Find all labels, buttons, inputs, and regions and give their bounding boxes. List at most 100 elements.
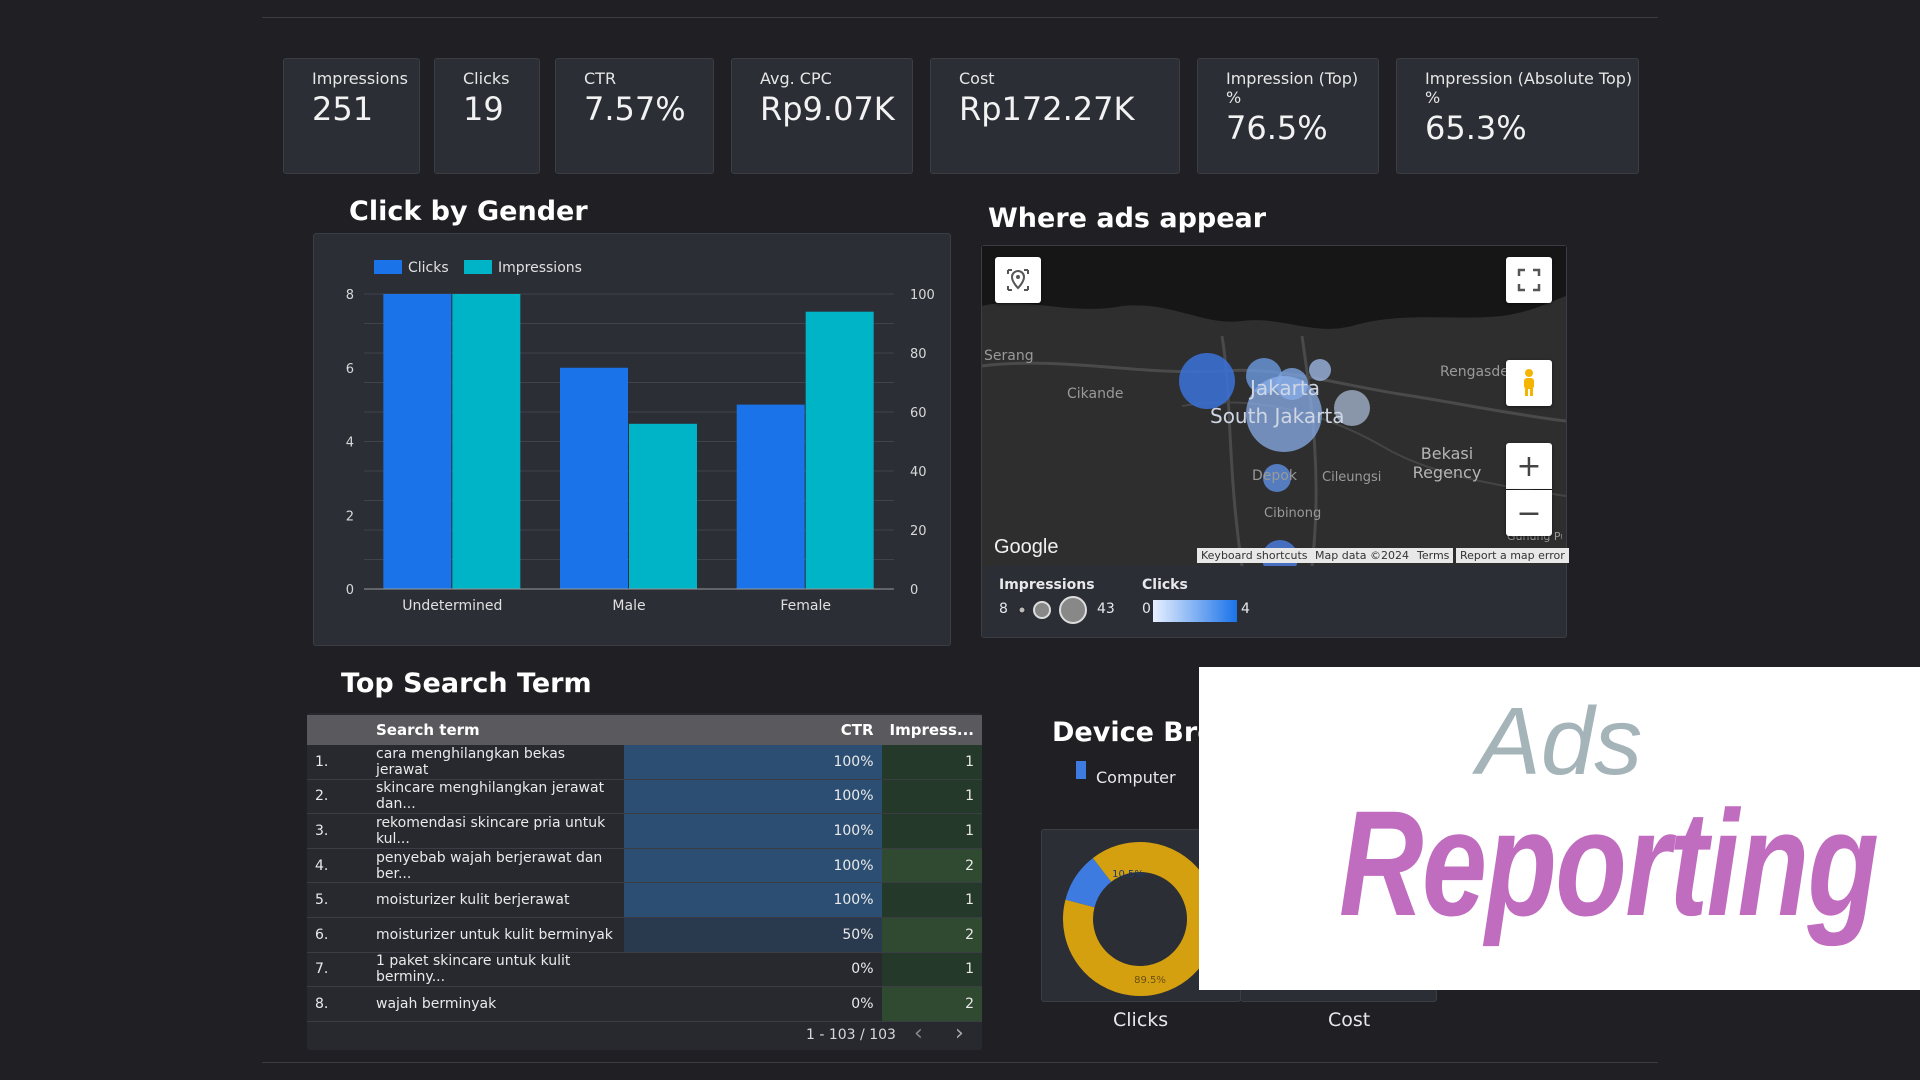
gender-chart-title: Click by Gender: [349, 196, 588, 227]
report-map-error-link[interactable]: Report a map error: [1456, 548, 1569, 563]
impression-bubble[interactable]: [1246, 376, 1322, 452]
row-number: 4.: [307, 848, 368, 884]
place-label: Bekasi Regency: [1412, 444, 1482, 482]
legend-impressions-label: Impressions: [999, 577, 1095, 593]
prev-page-icon[interactable]: ‹: [914, 1021, 923, 1046]
table-row[interactable]: 2. skincare menghilangkan jerawat dan...…: [307, 779, 982, 815]
search-term-cell: penyebab wajah berjerawat dan ber...: [368, 848, 624, 884]
zoom-out-icon[interactable]: −: [1506, 490, 1552, 536]
y-right-tick-label: 80: [910, 347, 927, 362]
device-legend-label: Computer: [1096, 768, 1176, 787]
legend-label: Impressions: [498, 260, 582, 276]
row-number: 5.: [307, 882, 368, 918]
impression-bubble[interactable]: [1309, 359, 1331, 381]
impressions-cell: 1: [881, 882, 982, 918]
ctr-header[interactable]: CTR: [624, 715, 882, 745]
impression-bubble[interactable]: [1334, 390, 1370, 426]
y-right-tick-label: 20: [910, 524, 927, 539]
location-icon[interactable]: [995, 257, 1041, 303]
search-term-table: Search term CTR Impress... 1. cara mengh…: [307, 715, 982, 1022]
table-row[interactable]: 6. moisturizer untuk kulit berminyak 50%…: [307, 917, 982, 953]
zoom-in-icon[interactable]: +: [1506, 443, 1552, 489]
place-label: Depok: [1252, 468, 1297, 484]
impression-bubble[interactable]: [1263, 464, 1291, 492]
kpi-label: Impression (Absolute Top) %: [1425, 69, 1633, 107]
y-right-tick-label: 0: [910, 583, 918, 598]
y-left-tick-label: 0: [346, 583, 354, 598]
impressions-cell: 1: [881, 813, 982, 849]
search-term-header[interactable]: Search term: [368, 715, 624, 745]
legend-label: Clicks: [408, 260, 449, 276]
fullscreen-icon[interactable]: [1506, 257, 1552, 303]
map-geography: [982, 296, 1566, 566]
ctr-cell: 0%: [624, 986, 882, 1022]
terms-link[interactable]: Terms: [1413, 548, 1454, 563]
x-tick-label: Female: [780, 598, 831, 614]
search-term-cell: cara menghilangkan bekas jerawat: [368, 745, 624, 780]
kpi-value: 251: [312, 90, 374, 128]
table-header-row: Search term CTR Impress...: [307, 715, 982, 745]
pegman-icon[interactable]: [1506, 360, 1552, 406]
table-row[interactable]: 7. 1 paket skincare untuk kulit berminy.…: [307, 952, 982, 988]
y-left-tick-label: 2: [346, 509, 354, 524]
table-row[interactable]: 8. wajah berminyak 0% 2: [307, 986, 982, 1022]
top-divider: [262, 17, 1658, 18]
kpi-impression-top: Impression (Top) % 76.5%: [1197, 58, 1379, 174]
table-row[interactable]: 5. moisturizer kulit berjerawat 100% 1: [307, 882, 982, 918]
kpi-cost: Cost Rp172.27K: [930, 58, 1180, 174]
legend-swatch: [464, 260, 492, 274]
y-right-tick-label: 60: [910, 406, 927, 421]
bottom-divider: [262, 1062, 1658, 1063]
impressions-cell: 2: [881, 917, 982, 953]
clicks-color-scale: [1153, 600, 1237, 622]
kpi-value: 7.57%: [584, 90, 686, 128]
row-number: 6.: [307, 917, 368, 953]
impressions-header[interactable]: Impress...: [881, 715, 982, 745]
kpi-value: Rp172.27K: [959, 90, 1135, 128]
kpi-avg-cpc: Avg. CPC Rp9.07K: [731, 58, 913, 174]
kpi-label: Clicks: [463, 69, 510, 88]
kpi-label: CTR: [584, 69, 617, 88]
device-clicks-caption: Clicks: [1113, 1009, 1169, 1031]
y-right-tick-label: 40: [910, 465, 927, 480]
ctr-cell: 100%: [624, 745, 882, 780]
keyboard-shortcuts-link[interactable]: Keyboard shortcuts: [1197, 548, 1312, 563]
bar-clicks: [736, 404, 805, 589]
ctr-cell: 100%: [624, 848, 882, 884]
row-number: 1.: [307, 745, 368, 780]
next-page-icon[interactable]: ›: [955, 1021, 964, 1046]
row-number: 7.: [307, 952, 368, 988]
row-number-header: [307, 715, 368, 745]
kpi-value: 76.5%: [1226, 109, 1328, 147]
table-row[interactable]: 1. cara menghilangkan bekas jerawat 100%…: [307, 745, 982, 780]
google-logo: Google: [994, 536, 1059, 558]
bar-impressions: [629, 423, 697, 589]
legend-clicks-min: 0: [1142, 601, 1151, 617]
place-label: Jakarta: [1250, 376, 1320, 400]
impression-bubble[interactable]: [1179, 353, 1235, 409]
table-row[interactable]: 4. penyebab wajah berjerawat dan ber... …: [307, 848, 982, 884]
ctr-cell: 50%: [624, 917, 882, 953]
place-label: Cileungsi: [1322, 470, 1382, 485]
donut-slice-mobile: [1063, 841, 1217, 996]
road: [1181, 401, 1566, 497]
table-row[interactable]: 3. rekomendasi skincare pria untuk kul..…: [307, 813, 982, 849]
place-label: Serang: [984, 348, 1034, 364]
kpi-impressions: Impressions 251: [283, 58, 420, 174]
impressions-cell: 2: [881, 986, 982, 1022]
ctr-cell: 100%: [624, 813, 882, 849]
ads-reporting-banner: Ads Reporting: [1199, 667, 1920, 990]
kpi-value: Rp9.07K: [760, 90, 895, 128]
y-right-tick-label: 100: [910, 288, 935, 303]
map-canvas[interactable]: Serang Cikande Jakarta South Jakarta Ren…: [982, 246, 1566, 566]
search-term-cell: moisturizer kulit berjerawat: [368, 882, 624, 918]
ctr-cell: 100%: [624, 779, 882, 815]
legend-clicks-max: 4: [1241, 601, 1250, 617]
place-label: South Jakarta: [1210, 404, 1345, 428]
impressions-cell: 1: [881, 952, 982, 988]
search-term-cell: skincare menghilangkan jerawat dan...: [368, 779, 624, 815]
place-label: Cibinong: [1264, 506, 1322, 521]
legend-clicks-label: Clicks: [1142, 577, 1188, 593]
row-number: 3.: [307, 813, 368, 849]
kpi-label: Cost: [959, 69, 995, 88]
